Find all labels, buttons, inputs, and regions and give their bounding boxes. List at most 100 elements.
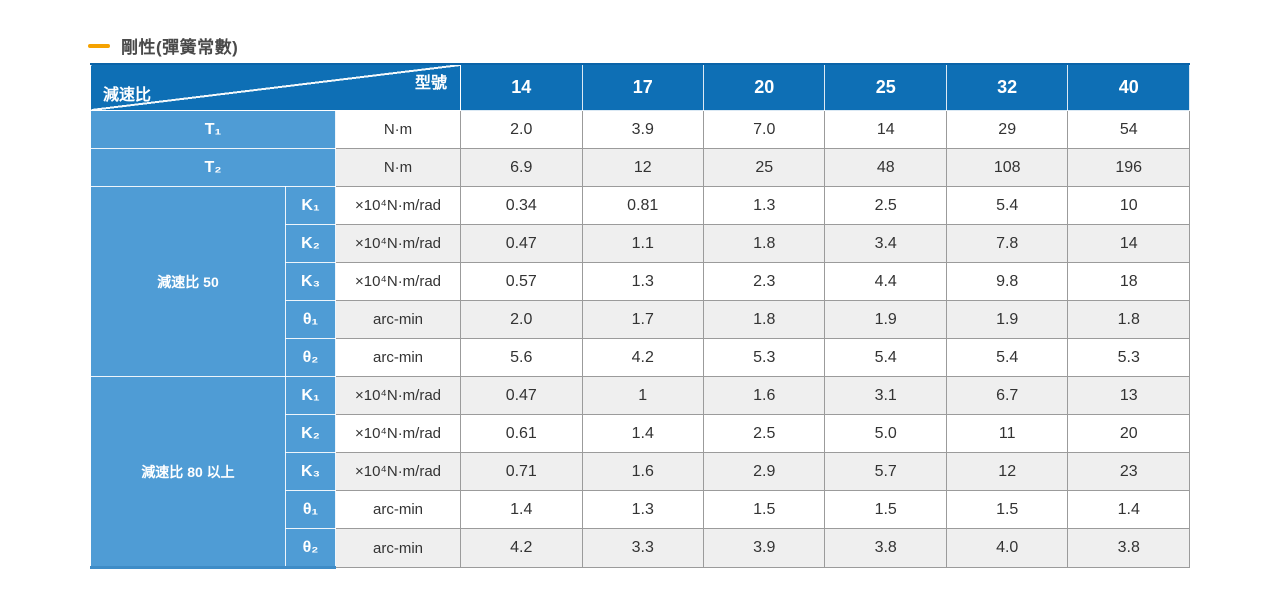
value-cell: 48	[824, 148, 947, 187]
value-cell: 14	[1067, 224, 1190, 263]
value-cell: 13	[1067, 376, 1190, 415]
value-cell: 2.3	[702, 262, 826, 301]
header-row: 型號 減速比 14 17 20 25 32 40	[89, 63, 1190, 111]
section-label: 減速比 80 以上	[90, 376, 286, 569]
table-row: 減速比 80 以上 K₁ ×10⁴N·m/rad 0.47 1 1.6 3.1 6.7 13	[90, 376, 1190, 569]
title-text: 剛性(彈簧常數)	[121, 38, 239, 57]
value-cell: 2.0	[460, 300, 583, 339]
row-label: K₃	[285, 452, 336, 491]
model-header-cell: 17	[581, 63, 704, 111]
value-cell: 3.9	[581, 110, 704, 149]
value-cell: 1.1	[581, 224, 704, 263]
value-cell: 54	[1067, 110, 1190, 149]
table-row: θ₁ arc-min 2.0 1.7 1.8 1.9 1.9 1.8	[91, 300, 1190, 339]
value-cell: 1.4	[1067, 490, 1190, 529]
value-cell: 2.9	[702, 452, 826, 491]
value-cell: 1.5	[824, 490, 947, 529]
unit-cell: ×10⁴N·m/rad	[334, 186, 462, 225]
value-cell: 1	[581, 376, 704, 415]
title-dash-icon	[88, 43, 110, 48]
value-cell: 0.47	[460, 224, 583, 263]
row-label: θ₂	[285, 338, 336, 377]
value-cell: 1.8	[702, 224, 826, 263]
table-row: K₃ ×10⁴N·m/rad 0.57 1.3 2.3 4.4 9.8 18	[91, 262, 1190, 301]
row-label: K₁	[285, 186, 336, 225]
value-cell: 2.5	[702, 414, 826, 453]
value-cell: 1.3	[702, 186, 826, 225]
value-cell: 6.9	[460, 148, 583, 187]
value-cell: 12	[945, 452, 1069, 491]
unit-cell: ×10⁴N·m/rad	[334, 224, 462, 263]
value-cell: 196	[1067, 148, 1190, 187]
value-cell: 18	[1067, 262, 1190, 301]
value-cell: 2.0	[460, 110, 583, 149]
stiffness-table: 型號 減速比 14 17 20 25 32 40 T₁ N·m 2.0 3.9 7.0 14 29 54 T₂…	[89, 63, 1190, 569]
value-cell: 5.7	[824, 452, 947, 491]
value-cell: 3.8	[824, 528, 947, 568]
model-header-cell: 14	[460, 63, 583, 111]
value-cell: 1.6	[702, 376, 826, 415]
row-label: T₁	[90, 110, 336, 149]
model-header-cell: 25	[824, 63, 947, 111]
table-row: 減速比 50 K₁ ×10⁴N·m/rad 0.34 0.81 1.3 2.5 5.4 10	[90, 186, 1190, 377]
section-title: 剛性(彈簧常數)	[88, 33, 238, 58]
value-cell: 5.4	[824, 338, 947, 377]
row-label: K₂	[285, 224, 336, 263]
unit-cell: ×10⁴N·m/rad	[334, 262, 462, 301]
unit-cell: arc-min	[334, 338, 462, 377]
value-cell: 14	[824, 110, 947, 149]
unit-cell: N·m	[334, 110, 462, 149]
table-row: T₂ N·m 6.9 12 25 48 108 196	[90, 148, 1190, 187]
value-cell: 1.5	[945, 490, 1069, 529]
unit-cell: ×10⁴N·m/rad	[334, 452, 462, 491]
value-cell: 25	[702, 148, 826, 187]
value-cell: 9.8	[945, 262, 1069, 301]
unit-cell: arc-min	[334, 300, 462, 339]
value-cell: 4.2	[581, 338, 704, 377]
value-cell: 3.3	[581, 528, 704, 568]
value-cell: 5.3	[1067, 338, 1190, 377]
value-cell: 0.71	[460, 452, 583, 491]
value-cell: 12	[581, 148, 704, 187]
model-header-cell: 20	[702, 63, 826, 111]
value-cell: 3.9	[702, 528, 826, 568]
row-label: K₃	[285, 262, 336, 301]
unit-cell: ×10⁴N·m/rad	[334, 414, 462, 453]
value-cell: 1.7	[581, 300, 704, 339]
value-cell: 4.4	[824, 262, 947, 301]
value-cell: 4.2	[460, 528, 583, 568]
table-row: T₁ N·m 2.0 3.9 7.0 14 29 54	[90, 110, 1190, 149]
value-cell: 11	[945, 414, 1069, 453]
value-cell: 29	[945, 110, 1069, 149]
model-header-cell: 32	[945, 63, 1069, 111]
value-cell: 1.3	[581, 262, 704, 301]
value-cell: 1.4	[581, 414, 704, 453]
row-label: K₁	[285, 376, 336, 415]
unit-cell: arc-min	[334, 528, 462, 568]
value-cell: 5.3	[702, 338, 826, 377]
value-cell: 5.4	[945, 338, 1069, 377]
unit-cell: N·m	[334, 148, 462, 187]
value-cell: 0.81	[581, 186, 704, 225]
table-row: θ₁ arc-min 1.4 1.3 1.5 1.5 1.5 1.4	[91, 490, 1190, 529]
table-header: 型號 減速比 14 17 20 25 32 40	[89, 63, 1190, 111]
corner-cell: 型號 減速比	[89, 63, 462, 111]
value-cell: 7.8	[945, 224, 1069, 263]
table-row: θ₂ arc-min 5.6 4.2 5.3 5.4 5.4 5.3	[91, 338, 1190, 377]
value-cell: 7.0	[702, 110, 826, 149]
section-label: 減速比 50	[90, 186, 286, 377]
table-row: K₂ ×10⁴N·m/rad 0.47 1.1 1.8 3.4 7.8 14	[91, 224, 1190, 263]
value-cell: 1.5	[702, 490, 826, 529]
value-cell: 1.9	[824, 300, 947, 339]
value-cell: 6.7	[945, 376, 1069, 415]
value-cell: 1.9	[945, 300, 1069, 339]
value-cell: 5.4	[945, 186, 1069, 225]
row-label: θ₁	[285, 300, 336, 339]
value-cell: 1.4	[460, 490, 583, 529]
unit-cell: arc-min	[334, 490, 462, 529]
value-cell: 2.5	[824, 186, 947, 225]
table-row: K₂ ×10⁴N·m/rad 0.61 1.4 2.5 5.0 11 20	[91, 414, 1190, 453]
value-cell: 0.57	[460, 262, 583, 301]
value-cell: 1.6	[581, 452, 704, 491]
